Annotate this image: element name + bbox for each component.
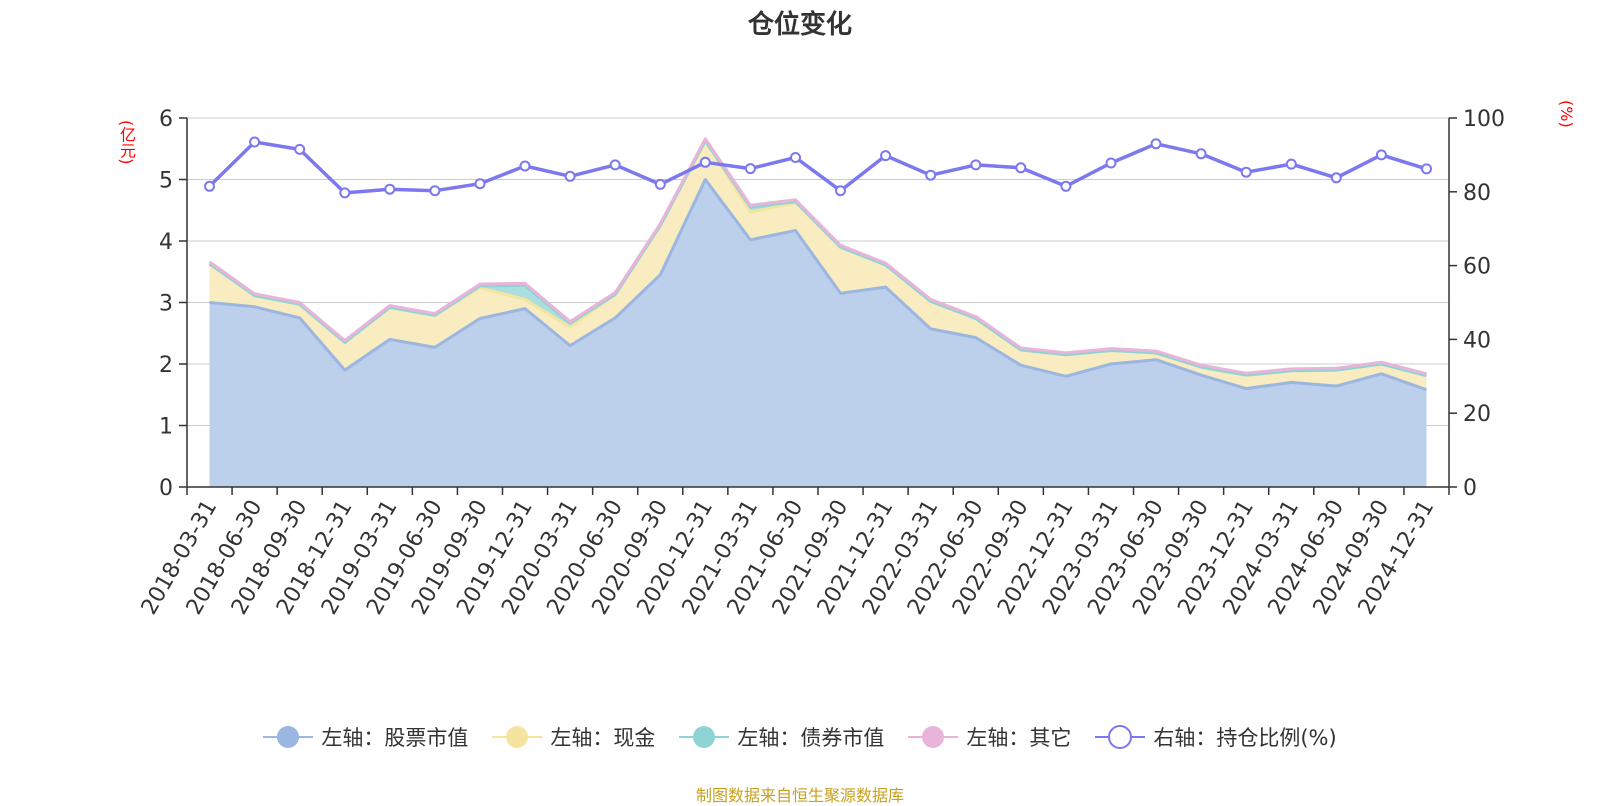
legend-marker-icon <box>492 726 543 748</box>
holding-ratio-point <box>1105 157 1117 169</box>
holding-ratio-point <box>609 159 621 171</box>
position-change-chart: 01234560204060801002018-03-312018-06-302… <box>137 107 1505 619</box>
holding-ratio-point <box>429 185 441 197</box>
holding-ratio-point <box>970 159 982 171</box>
holding-ratio-point <box>339 187 351 199</box>
chart-legend: 左轴：股票市值 左轴：现金 左轴：债券市值 左轴：其它 右轴：持仓比例(%) <box>0 722 1600 752</box>
legend-item[interactable]: 左轴：债券市值 <box>679 722 884 752</box>
holding-ratio-point <box>835 185 846 197</box>
legend-item[interactable]: 左轴：其它 <box>908 722 1071 752</box>
legend-marker-icon <box>908 726 959 748</box>
right-axis-tick-label: 100 <box>1463 107 1505 132</box>
holding-ratio-point <box>744 163 756 175</box>
legend-item[interactable]: 右轴：持仓比例(%) <box>1095 722 1337 752</box>
holding-ratio-point <box>1195 148 1207 160</box>
legend-label: 左轴：其它 <box>966 726 1072 750</box>
legend-label: 右轴：持仓比例(%) <box>1153 726 1337 750</box>
legend-marker-icon <box>679 726 730 748</box>
legend-marker-icon <box>1095 725 1146 749</box>
right-axis-unit: (%) <box>1557 100 1576 128</box>
holding-ratio-point <box>564 170 576 182</box>
legend-item[interactable]: 左轴：现金 <box>492 722 655 752</box>
left-axis-tick-label: 6 <box>159 107 173 132</box>
holding-ratio-point <box>204 180 215 192</box>
left-axis-tick-label: 2 <box>159 353 173 378</box>
right-axis-tick-label: 0 <box>1463 476 1477 501</box>
chart-title: 仓位变化 <box>747 10 852 40</box>
right-axis-tick-label: 80 <box>1463 181 1491 206</box>
holding-ratio-point <box>790 152 801 163</box>
holding-ratio-point <box>384 183 396 195</box>
right-axis-tick-label: 40 <box>1463 328 1491 353</box>
left-axis-tick-label: 5 <box>159 169 173 194</box>
left-axis-tick-label: 3 <box>159 292 173 317</box>
data-source-note: 制图数据来自恒生聚源数据库 <box>695 786 904 805</box>
holding-ratio-point <box>1330 172 1342 184</box>
legend-label: 左轴：现金 <box>550 726 656 750</box>
left-axis-tick-label: 0 <box>159 476 173 501</box>
legend-label: 左轴：债券市值 <box>737 726 885 750</box>
legend-item[interactable]: 左轴：股票市值 <box>263 722 468 752</box>
left-axis-tick-label: 1 <box>159 415 173 440</box>
holding-ratio-point <box>1285 158 1297 170</box>
holding-ratio-point <box>474 178 486 190</box>
holding-ratio-point <box>1015 162 1027 174</box>
area-series-1-line <box>209 178 1428 392</box>
holding-ratio-point <box>1375 149 1387 161</box>
left-axis-unit: (亿元) <box>117 120 136 165</box>
area-series-4-line <box>208 137 1427 376</box>
right-axis-tick-label: 60 <box>1463 255 1491 280</box>
right-axis-tick-label: 20 <box>1463 402 1491 427</box>
holding-ratio-point <box>519 160 531 172</box>
area-series-1 <box>209 179 1427 487</box>
holding-ratio-point <box>1060 180 1072 192</box>
holding-ratio-point <box>654 178 666 190</box>
holding-ratio-point <box>925 169 937 181</box>
holding-ratio-point <box>699 156 711 168</box>
holding-ratio-point <box>1240 166 1252 178</box>
holding-ratio-line <box>208 140 1428 195</box>
holding-ratio-point <box>249 136 261 148</box>
holding-ratio-point <box>1421 163 1432 175</box>
holding-ratio-point <box>880 150 892 162</box>
holding-ratio-point <box>294 143 306 155</box>
legend-label: 左轴：股票市值 <box>321 726 469 750</box>
holding-ratio-point <box>1150 138 1162 150</box>
legend-marker-icon <box>263 726 314 748</box>
left-axis-tick-label: 4 <box>159 230 173 255</box>
